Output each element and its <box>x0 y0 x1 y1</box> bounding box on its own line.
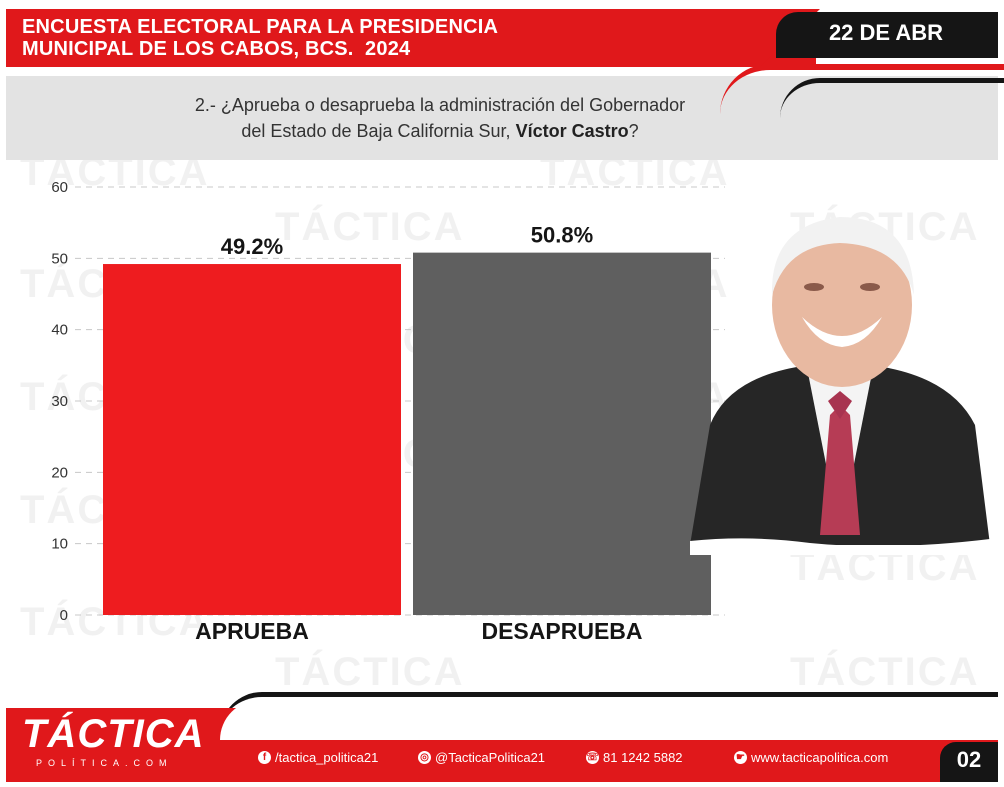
bar-desaprueba <box>413 252 711 616</box>
watermark: TÁCTICA <box>275 205 465 249</box>
footer-whatsapp[interactable]: ☏ 81 1242 5882 <box>586 750 683 765</box>
bar-aprueba <box>103 264 401 615</box>
whatsapp-icon: ☏ <box>586 751 599 764</box>
question-line-2-prefix: del Estado de Baja California Sur, <box>241 121 516 141</box>
page-number-badge <box>940 742 998 782</box>
instagram-icon: ◎ <box>418 751 431 764</box>
header-bar <box>6 9 816 67</box>
footer-white-curve <box>220 700 1004 740</box>
footer-instagram[interactable]: ◎ @TacticaPolitica21 <box>418 750 545 765</box>
date-label: 22 DE ABR <box>828 20 944 45</box>
y-tick-label: 0 <box>60 607 68 624</box>
governor-photo <box>690 217 990 555</box>
whatsapp-number: 81 1242 5882 <box>603 750 683 765</box>
title-line-2: MUNICIPAL DE LOS CABOS, BCS. 2024 <box>22 38 411 60</box>
question-line-1: 2.- ¿Aprueba o desaprueba la administrac… <box>194 95 686 115</box>
tactica-logo-sub: POLÍTICA.COM <box>36 758 173 768</box>
category-label: APRUEBA <box>195 618 309 644</box>
data-label: 50.8% <box>531 223 593 248</box>
instagram-handle: @TacticaPolitica21 <box>435 750 546 765</box>
y-tick-label: 30 <box>51 393 68 410</box>
footer-facebook[interactable]: f /tactica_politica21 <box>258 750 378 765</box>
watermark: TÁCTICA <box>790 650 980 694</box>
governor-name: Víctor Castro <box>515 121 629 141</box>
header-red-curve <box>720 64 1004 114</box>
page-title: ENCUESTA ELECTORAL PARA LA PRESIDENCIA M… <box>22 16 498 60</box>
watermark: TÁCTICA <box>275 650 465 694</box>
y-tick-label: 20 <box>51 464 68 481</box>
website-url: www.tacticapolitica.com <box>751 750 889 765</box>
question-text: 2.- ¿Aprueba o desaprueba la administrac… <box>140 92 740 144</box>
category-label: DESAPRUEBA <box>481 618 642 644</box>
question-line-2: del Estado de Baja California Sur, Vícto… <box>140 118 740 144</box>
header-black-curve <box>780 78 1004 118</box>
page-number: 02 <box>956 747 982 772</box>
footer-black-curve <box>220 692 998 734</box>
data-label: 49.2% <box>221 234 283 259</box>
footer-website[interactable]: ☛ www.tacticapolitica.com <box>734 750 888 765</box>
y-tick-label: 60 <box>51 179 68 196</box>
pointer-icon: ☛ <box>734 751 747 764</box>
y-tick-label: 50 <box>51 250 68 267</box>
y-tick-label: 10 <box>51 536 68 553</box>
title-line-1: ENCUESTA ELECTORAL PARA LA PRESIDENCIA <box>22 16 499 38</box>
question-line-2-suffix: ? <box>628 121 639 141</box>
facebook-handle: /tactica_politica21 <box>275 750 379 765</box>
approval-bar-chart: 0 10 20 30 40 50 60 49.2% APRUEBA 50.8% DESAPRUEBA <box>51 179 725 644</box>
y-tick-label: 40 <box>51 322 68 339</box>
tactica-logo: TÁCTICA <box>22 712 205 756</box>
date-badge <box>776 12 998 58</box>
facebook-icon: f <box>258 751 271 764</box>
